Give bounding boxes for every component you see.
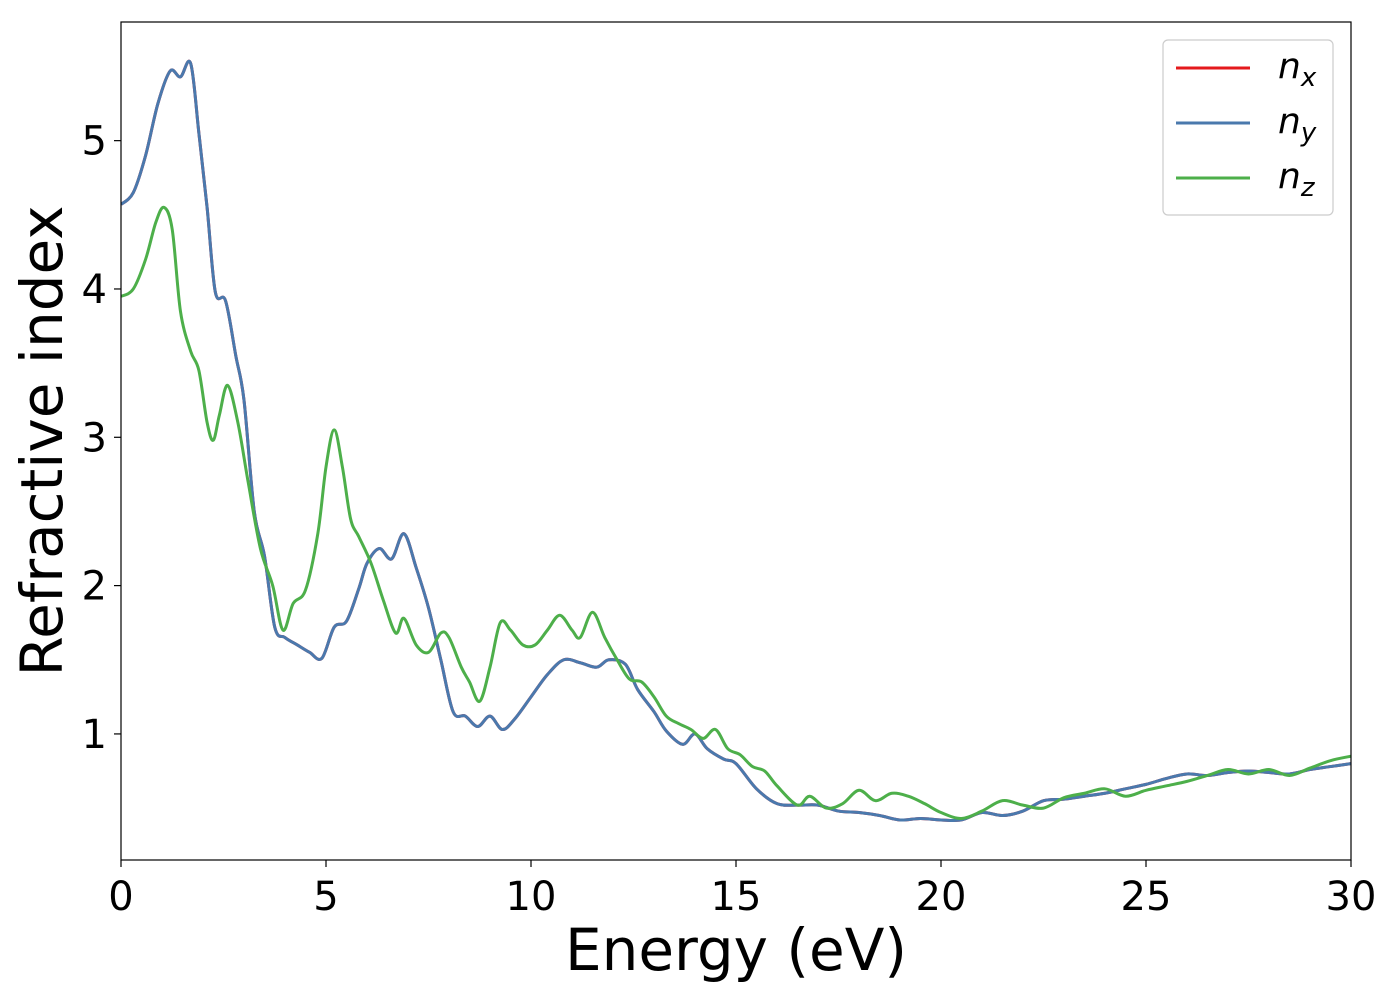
legend-label-nx: nx <box>1278 46 1317 93</box>
y-tick-label: 5 <box>82 119 107 165</box>
x-tick-label: 15 <box>711 874 762 920</box>
x-tick-label: 0 <box>108 874 133 920</box>
series-layer <box>121 59 1351 823</box>
series-line-nz <box>121 205 1351 820</box>
x-tick-label: 25 <box>1121 874 1172 920</box>
x-axis-label: Energy (eV) <box>565 916 907 984</box>
y-tick-label: 4 <box>82 267 107 313</box>
x-tick-label: 5 <box>313 874 338 920</box>
legend-label-ny: ny <box>1278 101 1317 148</box>
y-tick-label: 3 <box>82 415 107 461</box>
x-tick-label: 10 <box>506 874 557 920</box>
legend-box <box>1162 39 1334 216</box>
y-axis-label: Refractive index <box>8 205 76 676</box>
x-tick-label: 20 <box>916 874 967 920</box>
y-tick-label: 2 <box>82 564 107 610</box>
axes-layer: 0 5 10 15 20 25 30 1 2 3 4 5 <box>82 21 1377 920</box>
series-line-ny <box>121 59 1351 823</box>
legend-label-nz: nz <box>1278 156 1316 203</box>
x-tick-label: 30 <box>1326 874 1377 920</box>
y-tick-label: 1 <box>82 712 107 758</box>
legend: nx ny nz <box>1162 39 1334 216</box>
